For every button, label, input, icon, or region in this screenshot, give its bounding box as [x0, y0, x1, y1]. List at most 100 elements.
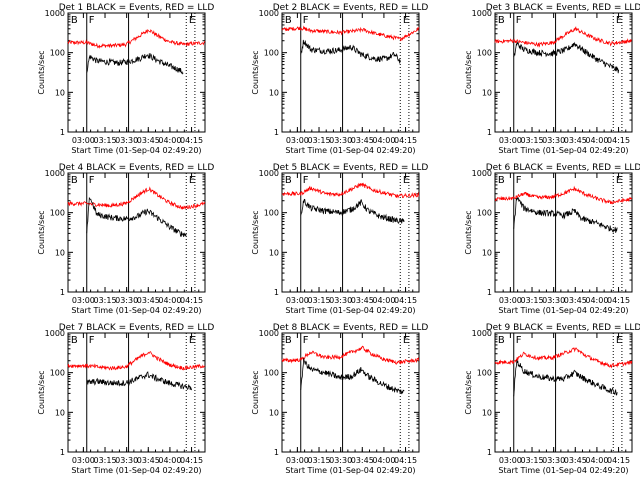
events-series-line: [86, 196, 187, 238]
x-axis-label: Start Time (01-Sep-04 02:49:20): [285, 466, 415, 475]
plot-frame: [281, 332, 420, 453]
panel-title: Det 6 BLACK = Events, RED = LLD: [486, 163, 640, 173]
y-axis-label: Counts/sec: [464, 210, 473, 254]
panel-title: Det 3 BLACK = Events, RED = LLD: [486, 3, 640, 13]
y-tick-label: 1: [487, 128, 492, 137]
x-tick-label: 04:15: [180, 296, 203, 305]
x-tick-label: 03:15: [93, 296, 116, 305]
panel-det-7: Det 7 BLACK = Events, RED = LLD 1 10 100 100…: [37, 323, 214, 475]
panel-det-1: Det 1 BLACK = Events, RED = LLD 1 10 100 100…: [37, 3, 214, 155]
plot-frame: [494, 332, 633, 453]
x-tick-label: 03:15: [307, 456, 330, 465]
y-tick-label: 10: [55, 248, 65, 257]
y-tick-label: 10: [269, 88, 279, 97]
x-tick-label: 03:15: [520, 456, 543, 465]
panel-det-2: Det 2 BLACK = Events, RED = LLD 1 10 100 100…: [251, 3, 428, 155]
panel-title: Det 8 BLACK = Events, RED = LLD: [273, 323, 429, 333]
marker-letter: E: [189, 15, 195, 26]
x-tick-label: 04:00: [158, 296, 181, 305]
marker-letter: B: [498, 175, 505, 186]
lld-series-line: [494, 347, 633, 369]
y-tick-label: 100: [477, 209, 492, 218]
y-axis-label: Counts/sec: [251, 370, 260, 414]
y-tick-label: 100: [264, 49, 279, 58]
x-tick-label: 03:30: [115, 456, 138, 465]
x-tick-label: 04:15: [180, 136, 203, 145]
x-tick-label: 04:15: [394, 136, 417, 145]
x-tick-label: 03:30: [329, 296, 352, 305]
events-series-line: [300, 198, 405, 224]
events-series-line: [300, 39, 401, 64]
events-series-line: [513, 359, 618, 397]
x-tick-label: 03:00: [72, 136, 95, 145]
plot-frame: [67, 332, 206, 453]
marker-letter: F: [303, 335, 309, 346]
marker-letter: E: [403, 15, 409, 26]
y-tick-label: 10: [482, 248, 492, 257]
x-tick-label: 04:00: [585, 136, 608, 145]
y-tick-label: 1: [487, 448, 492, 457]
marker-letter: E: [403, 335, 409, 346]
x-tick-label: 04:15: [394, 456, 417, 465]
y-axis-label: Counts/sec: [251, 50, 260, 94]
panel-det-8: Det 8 BLACK = Events, RED = LLD 1 10 100 100…: [251, 323, 428, 475]
lld-series-line: [494, 26, 632, 48]
marker-letter: F: [516, 175, 522, 186]
x-tick-label: 04:15: [180, 456, 203, 465]
x-tick-label: 03:30: [542, 136, 565, 145]
y-tick-label: 100: [50, 369, 65, 378]
y-axis-label: Counts/sec: [37, 210, 46, 254]
y-tick-label: 1000: [45, 329, 65, 338]
marker-letter: F: [89, 175, 95, 186]
y-tick-label: 1: [487, 288, 492, 297]
marker-letter: E: [189, 335, 195, 346]
plot-frame: [281, 12, 420, 133]
lld-series-line: [67, 29, 206, 49]
y-tick-label: 100: [264, 209, 279, 218]
x-tick-label: 03:30: [115, 136, 138, 145]
x-tick-label: 04:00: [372, 456, 395, 465]
x-tick-label: 03:15: [307, 296, 330, 305]
y-axis-label: Counts/sec: [464, 370, 473, 414]
lld-series-line: [281, 182, 420, 199]
x-tick-label: 03:15: [93, 456, 116, 465]
x-tick-label: 03:30: [329, 136, 352, 145]
x-tick-label: 03:00: [286, 296, 309, 305]
marker-letter: B: [498, 15, 505, 26]
x-axis-label: Start Time (01-Sep-04 02:49:20): [285, 306, 415, 315]
marker-letter: F: [89, 335, 95, 346]
y-tick-label: 10: [482, 88, 492, 97]
x-tick-label: 04:15: [607, 296, 630, 305]
panel-det-6: Det 6 BLACK = Events, RED = LLD 1 10 100 100…: [464, 163, 640, 315]
x-axis-label: Start Time (01-Sep-04 02:49:20): [71, 466, 201, 475]
x-tick-label: 03:15: [93, 136, 116, 145]
panel-title: Det 2 BLACK = Events, RED = LLD: [273, 3, 429, 13]
marker-letter: B: [285, 335, 292, 346]
x-tick-label: 03:00: [72, 456, 95, 465]
plot-frame: [67, 12, 206, 133]
x-tick-label: 03:00: [499, 296, 522, 305]
panel-title: Det 5 BLACK = Events, RED = LLD: [273, 163, 429, 173]
y-tick-label: 100: [264, 369, 279, 378]
y-tick-label: 100: [50, 209, 65, 218]
y-axis-label: Counts/sec: [464, 50, 473, 94]
x-tick-label: 03:45: [564, 296, 587, 305]
y-tick-label: 1000: [259, 329, 279, 338]
panel-det-5: Det 5 BLACK = Events, RED = LLD 1 10 100 100…: [251, 163, 428, 315]
plot-frame: [67, 172, 206, 293]
x-tick-label: 03:45: [351, 456, 374, 465]
events-series-line: [86, 371, 193, 391]
x-tick-label: 03:45: [137, 456, 160, 465]
x-tick-label: 03:45: [137, 296, 160, 305]
y-tick-label: 1000: [259, 9, 279, 18]
marker-letter: E: [616, 15, 622, 26]
x-tick-label: 03:45: [351, 136, 374, 145]
x-tick-label: 03:15: [307, 136, 330, 145]
panel-det-4: Det 4 BLACK = Events, RED = LLD 1 10 100 100…: [37, 163, 214, 315]
marker-letter: B: [285, 15, 292, 26]
y-tick-label: 1000: [45, 9, 65, 18]
x-tick-label: 03:45: [564, 136, 587, 145]
x-axis-label: Start Time (01-Sep-04 02:49:20): [285, 146, 415, 155]
y-tick-label: 1: [60, 128, 65, 137]
